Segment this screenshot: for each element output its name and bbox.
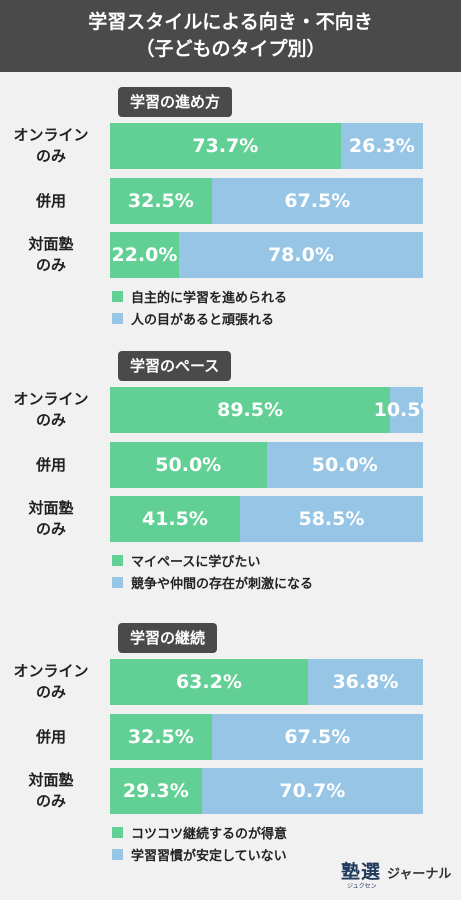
- legend-item: コツコツ継続するのが得意: [112, 821, 452, 843]
- legend-label: コツコツ継続するのが得意: [131, 826, 288, 842]
- stacked-bar: 50.0% 50.0%: [110, 442, 423, 488]
- section-title: 学習の継続: [118, 623, 218, 653]
- category-label: 併用: [35, 727, 66, 746]
- stacked-bar: 89.5%10.5%: [110, 387, 423, 433]
- chart-subtitle: （子どものタイプ別）: [135, 38, 326, 60]
- stacked-bar: 41.5% 58.5%: [110, 496, 423, 542]
- bar-segment-second: 78.0%: [178, 232, 423, 278]
- category-label: 対面塾 のみ: [28, 771, 74, 810]
- stacked-bar: 29.3% 70.7%: [110, 768, 423, 814]
- section-title: 学習のペース: [118, 351, 232, 381]
- bar-segment-second: 26.3%: [340, 123, 423, 169]
- bar-segment-second: 10.5%: [374, 387, 423, 433]
- bar-segment-second: 50.0%: [266, 442, 423, 488]
- legend-swatch: [112, 848, 123, 860]
- bar-row-online-only: オンライン のみ 89.5%10.5%: [0, 387, 461, 433]
- bar-row-online-only: オンライン のみ 63.2% 36.8%: [0, 659, 461, 705]
- legend-item: 学習習慣が安定していない: [112, 843, 452, 865]
- bar-segment-first: 89.5%: [110, 387, 391, 433]
- bar-segment-second: 36.8%: [307, 659, 423, 705]
- chart-header: 学習スタイルによる向き・不向き （子どものタイプ別）: [0, 0, 461, 72]
- category-label: オンライン のみ: [13, 662, 89, 701]
- stacked-bar: 22.0% 78.0%: [110, 232, 423, 278]
- bar-row-online-only: オンライン のみ 73.7% 26.3%: [0, 123, 461, 169]
- section-title: 学習の進め方: [118, 87, 233, 117]
- bar-segment-first: 73.7%: [110, 123, 341, 169]
- stacked-bar: 32.5% 67.5%: [110, 714, 423, 760]
- category-label: オンライン のみ: [13, 126, 89, 165]
- bar-segment-second: 67.5%: [211, 714, 423, 760]
- legend-label: 競争や仲間の存在が刺激になる: [131, 576, 314, 592]
- chart-title: 学習スタイルによる向き・不向き: [88, 11, 373, 33]
- logo-kana: ジュクセン: [347, 883, 377, 890]
- category-label: 対面塾 のみ: [28, 235, 74, 274]
- stacked-bar: 32.5% 67.5%: [110, 178, 423, 224]
- bar-row-combined: 併用 32.5% 67.5%: [0, 714, 461, 760]
- bar-segment-first: 29.3%: [110, 768, 202, 814]
- legend: 自主的に学習を進められる 人の目があると頑張れる: [112, 285, 452, 329]
- legend-label: 自主的に学習を進められる: [131, 290, 288, 306]
- stacked-bar: 63.2% 36.8%: [110, 659, 423, 705]
- legend-swatch: [112, 576, 123, 588]
- category-label: 併用: [35, 191, 66, 210]
- legend-label: 人の目があると頑張れる: [131, 312, 275, 328]
- brand-logo: 塾選 ジュクセン ジャーナル: [337, 857, 457, 893]
- legend-label: 学習習慣が安定していない: [131, 848, 287, 864]
- legend-swatch: [112, 312, 123, 324]
- bar-row-combined: 併用 32.5% 67.5%: [0, 178, 461, 224]
- category-label: 対面塾 のみ: [28, 499, 74, 538]
- legend-item: 人の目があると頑張れる: [112, 307, 452, 329]
- bar-segment-second: 58.5%: [239, 496, 423, 542]
- legend-swatch: [112, 826, 123, 838]
- bar-segment-second: 67.5%: [211, 178, 423, 224]
- legend: コツコツ継続するのが得意 学習習慣が安定していない: [112, 821, 452, 865]
- bar-segment-second: 70.7%: [201, 768, 423, 814]
- legend-item: マイペースに学びたい: [112, 549, 452, 571]
- bar-row-in-person-only: 対面塾 のみ 29.3% 70.7%: [0, 768, 461, 814]
- bar-segment-first: 32.5%: [110, 178, 212, 224]
- bar-row-combined: 併用 50.0% 50.0%: [0, 442, 461, 488]
- legend-swatch: [112, 554, 123, 566]
- legend-swatch: [112, 290, 123, 302]
- bar-segment-first: 63.2%: [110, 659, 308, 705]
- category-label: 併用: [35, 455, 66, 474]
- logo-kanji: 塾選: [341, 861, 382, 883]
- legend-label: マイペースに学びたい: [131, 554, 261, 570]
- legend-item: 自主的に学習を進められる: [112, 285, 452, 307]
- legend: マイペースに学びたい競争や仲間の存在が刺激になる: [112, 549, 452, 593]
- bar-segment-first: 50.0%: [110, 442, 267, 488]
- bar-segment-first: 22.0%: [110, 232, 179, 278]
- bar-row-in-person-only: 対面塾 のみ 22.0% 78.0%: [0, 232, 461, 278]
- legend-item: 競争や仲間の存在が刺激になる: [112, 571, 452, 593]
- bar-row-in-person-only: 対面塾 のみ 41.5% 58.5%: [0, 496, 461, 542]
- bar-segment-first: 32.5%: [110, 714, 212, 760]
- stacked-bar: 73.7% 26.3%: [110, 123, 423, 169]
- category-label: オンライン のみ: [13, 390, 89, 429]
- logo-name: ジャーナル: [387, 867, 452, 882]
- bar-segment-first: 41.5%: [110, 496, 240, 542]
